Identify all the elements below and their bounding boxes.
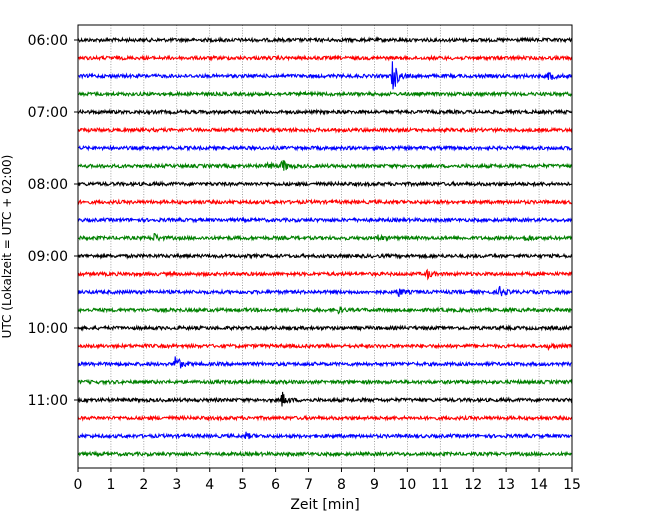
seismic-trace-0800 [77,180,572,188]
x-axis-ticks: 0 1 2 3 4 5 6 7 8 9 10 11 12 13 14 15 [74,468,581,493]
y-tick-label: 10:00 [28,321,68,337]
x-tick-label: 3 [172,477,181,493]
y-tick-label: 06:00 [28,33,68,49]
x-tick-label: 15 [563,477,581,493]
x-tick-label: 12 [464,477,482,493]
x-tick-label: 11 [431,477,449,493]
seismic-trace-0645 [77,90,573,98]
x-tick-label: 13 [497,477,515,493]
seismic-trace-0900 [77,252,573,260]
seismic-trace-0945 [77,306,573,315]
y-axis-ticks: 06:00 07:00 08:00 09:00 10:00 11:00 [28,33,78,409]
seismic-trace-0930 [77,285,573,298]
x-axis-label: Zeit [min] [290,497,359,513]
x-tick-label: 9 [370,477,379,493]
seismic-trace-1100 [77,391,573,407]
x-tick-label: 2 [139,477,148,493]
x-tick-label: 7 [304,477,313,493]
y-tick-label: 08:00 [28,177,68,193]
seismic-trace-1130 [77,431,573,440]
seismic-trace-0715 [77,126,573,134]
seismic-trace-0630 [77,61,573,90]
y-tick-label: 11:00 [28,393,68,409]
seismic-trace-0700 [77,108,573,116]
vertical-grid [110,25,540,468]
x-tick-label: 6 [271,477,280,493]
seismic-trace-1000 [77,324,573,332]
x-tick-label: 0 [74,477,83,493]
seismic-trace-0845 [77,233,572,242]
x-tick-label: 5 [238,477,247,493]
y-tick-label: 09:00 [28,249,68,265]
seismic-trace-0830 [77,216,573,224]
y-tick-label: 07:00 [28,105,68,121]
x-tick-label: 1 [106,477,115,493]
y-axis-label: UTC (Lokalzeit = UTC + 02:00) [0,155,14,339]
seismic-trace-1115 [77,414,573,422]
x-tick-label: 10 [398,477,416,493]
seismic-trace-0730 [77,144,572,152]
seismic-trace-0915 [77,268,573,281]
seismic-trace-1045 [77,378,573,386]
seismic-trace-0745 [77,159,573,171]
seismic-trace-0600 [77,36,573,44]
seismic-trace-0615 [77,54,573,62]
seismic-trace-1030 [77,356,572,369]
seismic-trace-1015 [77,342,573,352]
x-tick-label: 14 [530,477,548,493]
seismic-trace-0815 [77,198,572,206]
trace-group [77,36,573,458]
plot-frame [77,24,573,469]
seismic-trace-1145 [77,450,572,458]
x-tick-label: 8 [337,477,346,493]
x-tick-label: 4 [205,477,214,493]
